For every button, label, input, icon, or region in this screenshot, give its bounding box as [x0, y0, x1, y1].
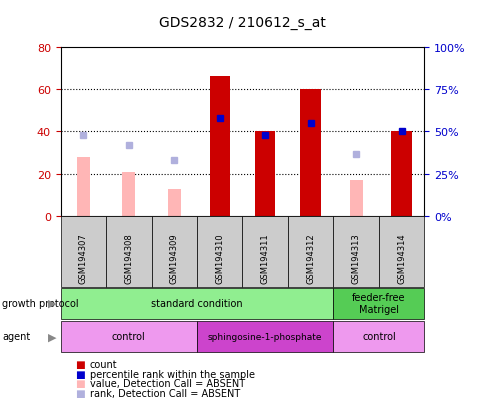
Text: agent: agent: [2, 331, 30, 342]
Text: control: control: [112, 331, 145, 342]
Text: standard condition: standard condition: [151, 298, 242, 309]
Text: GSM194310: GSM194310: [215, 233, 224, 284]
Text: growth protocol: growth protocol: [2, 298, 79, 309]
Bar: [122, 172, 135, 217]
Text: rank, Detection Call = ABSENT: rank, Detection Call = ABSENT: [90, 388, 240, 398]
Text: GSM194314: GSM194314: [396, 233, 405, 284]
Text: ▶: ▶: [47, 331, 56, 342]
Text: GSM194309: GSM194309: [169, 233, 179, 284]
Text: GSM194313: GSM194313: [351, 233, 360, 284]
Text: GSM194312: GSM194312: [305, 233, 315, 284]
Bar: [209, 77, 229, 217]
Text: ■: ■: [75, 388, 85, 398]
Bar: [300, 90, 320, 217]
Text: ■: ■: [75, 369, 85, 379]
Bar: [391, 132, 411, 217]
Bar: [167, 189, 180, 217]
Bar: [255, 132, 275, 217]
Text: GSM194311: GSM194311: [260, 233, 269, 284]
Text: count: count: [90, 359, 117, 369]
Text: control: control: [361, 331, 395, 342]
Text: percentile rank within the sample: percentile rank within the sample: [90, 369, 254, 379]
Text: value, Detection Call = ABSENT: value, Detection Call = ABSENT: [90, 378, 244, 388]
Text: GSM194307: GSM194307: [79, 233, 88, 284]
Bar: [349, 181, 362, 217]
Text: ▶: ▶: [47, 298, 56, 309]
Text: sphingosine-1-phosphate: sphingosine-1-phosphate: [208, 332, 322, 341]
Text: feeder-free
Matrigel: feeder-free Matrigel: [351, 292, 405, 314]
Text: ■: ■: [75, 378, 85, 388]
Text: GDS2832 / 210612_s_at: GDS2832 / 210612_s_at: [159, 16, 325, 30]
Text: GSM194308: GSM194308: [124, 233, 133, 284]
Bar: [77, 157, 90, 217]
Text: ■: ■: [75, 359, 85, 369]
